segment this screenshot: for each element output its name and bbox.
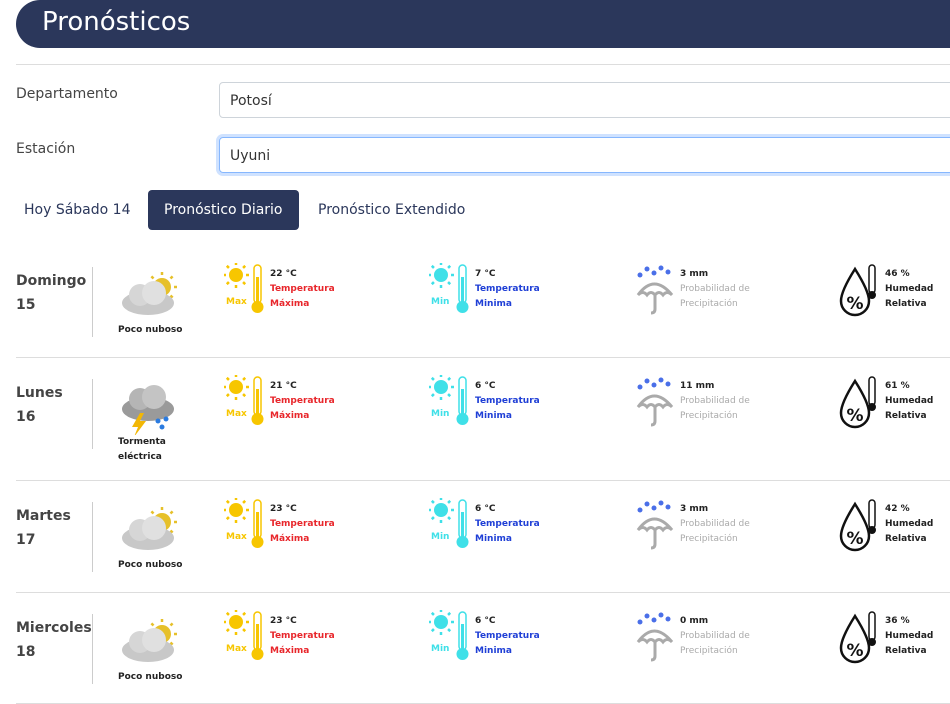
condition-text: Tormenta <box>118 437 166 447</box>
label: Relativa <box>885 411 927 421</box>
forecast-row: Martes 17 Poco nuboso Max 23 °C Temperatura… <box>16 480 950 593</box>
divider <box>16 64 950 65</box>
divider <box>92 502 93 572</box>
label: Minima <box>475 534 512 544</box>
max-badge: Max <box>226 297 247 307</box>
forecast-row: Miercoles 18 Poco nuboso Max 23 °C Temperat… <box>16 592 950 704</box>
label: Precipitación <box>680 646 738 656</box>
max-value: 23 °C <box>270 504 297 514</box>
max-value: 21 °C <box>270 381 297 391</box>
day-name: Miercoles <box>16 620 92 636</box>
label: Minima <box>475 646 512 656</box>
svg-text:%: % <box>846 406 863 426</box>
label: Temperatura <box>475 631 540 641</box>
label: Probabilidad de <box>680 396 750 406</box>
min-badge: Min <box>431 297 450 307</box>
label: Probabilidad de <box>680 519 750 529</box>
max-value: 23 °C <box>270 616 297 626</box>
svg-text:%: % <box>846 294 863 314</box>
day-label: Miercoles 18 <box>16 616 92 664</box>
label: Temperatura <box>475 284 540 294</box>
day-label: Martes 17 <box>16 504 71 552</box>
min-value: 6 °C <box>475 381 496 391</box>
max-badge: Max <box>226 644 247 654</box>
divider <box>92 379 93 449</box>
label: Relativa <box>885 299 927 309</box>
day-label: Lunes 16 <box>16 381 63 429</box>
max-badge: Max <box>226 532 247 542</box>
min-badge: Min <box>431 644 450 654</box>
min-badge: Min <box>431 532 450 542</box>
humidity-value: 42 % <box>885 504 910 514</box>
min-value: 6 °C <box>475 616 496 626</box>
label: Precipitación <box>680 299 738 309</box>
estacion-select[interactable]: Uyuni <box>219 137 950 173</box>
precip-value: 0 mm <box>680 616 709 626</box>
humidity-value: 61 % <box>885 381 910 391</box>
label: Máxima <box>270 299 310 309</box>
day-number: 15 <box>16 297 36 313</box>
humidity-value: 36 % <box>885 616 910 626</box>
condition-text: Poco nuboso <box>118 672 183 682</box>
label: Probabilidad de <box>680 631 750 641</box>
day-name: Martes <box>16 508 71 524</box>
tab-pronostico-extendido[interactable]: Pronóstico Extendido <box>318 202 466 218</box>
label: Humedad <box>885 519 934 529</box>
tab-pronostico-diario[interactable]: Pronóstico Diario <box>148 190 299 230</box>
divider <box>92 267 93 337</box>
day-name: Domingo <box>16 273 87 289</box>
tab-hoy[interactable]: Hoy Sábado 14 <box>24 202 131 218</box>
label: Máxima <box>270 646 310 656</box>
forecast-row: Domingo 15 Poco nuboso Max 22 °C Temperatur… <box>16 245 950 358</box>
departamento-select[interactable]: Potosí <box>219 82 950 118</box>
page-header: Pronósticos <box>16 0 950 48</box>
min-value: 6 °C <box>475 504 496 514</box>
label: Máxima <box>270 411 310 421</box>
divider <box>92 614 93 684</box>
label: Temperatura <box>475 396 540 406</box>
label: Relativa <box>885 646 927 656</box>
label: Minima <box>475 299 512 309</box>
label: Humedad <box>885 284 934 294</box>
humidity-value: 46 % <box>885 269 910 279</box>
svg-text:%: % <box>846 529 863 549</box>
label: Humedad <box>885 396 934 406</box>
day-number: 18 <box>16 644 36 660</box>
label: Minima <box>475 411 512 421</box>
label: Probabilidad de <box>680 284 750 294</box>
precip-value: 11 mm <box>680 381 715 391</box>
svg-text:%: % <box>846 641 863 661</box>
condition-text: eléctrica <box>118 452 162 462</box>
estacion-label: Estación <box>16 141 76 157</box>
day-name: Lunes <box>16 385 63 401</box>
label: Precipitación <box>680 411 738 421</box>
day-number: 16 <box>16 409 36 425</box>
departamento-label: Departamento <box>16 86 118 102</box>
day-label: Domingo 15 <box>16 269 86 317</box>
day-number: 17 <box>16 532 36 548</box>
label: Humedad <box>885 631 934 641</box>
label: Temperatura <box>270 284 335 294</box>
precip-value: 3 mm <box>680 269 709 279</box>
precip-value: 3 mm <box>680 504 709 514</box>
max-value: 22 °C <box>270 269 297 279</box>
label: Temperatura <box>475 519 540 529</box>
min-badge: Min <box>431 409 450 419</box>
forecast-row: Lunes 16 Tormenta eléctrica Max 21 °C Temper… <box>16 357 950 481</box>
label: Máxima <box>270 534 310 544</box>
label: Precipitación <box>680 534 738 544</box>
max-badge: Max <box>226 409 247 419</box>
label: Relativa <box>885 534 927 544</box>
condition-text: Poco nuboso <box>118 325 183 335</box>
label: Temperatura <box>270 396 335 406</box>
min-value: 7 °C <box>475 269 496 279</box>
label: Temperatura <box>270 631 335 641</box>
label: Temperatura <box>270 519 335 529</box>
page-title: Pronósticos <box>42 7 191 37</box>
condition-text: Poco nuboso <box>118 560 183 570</box>
